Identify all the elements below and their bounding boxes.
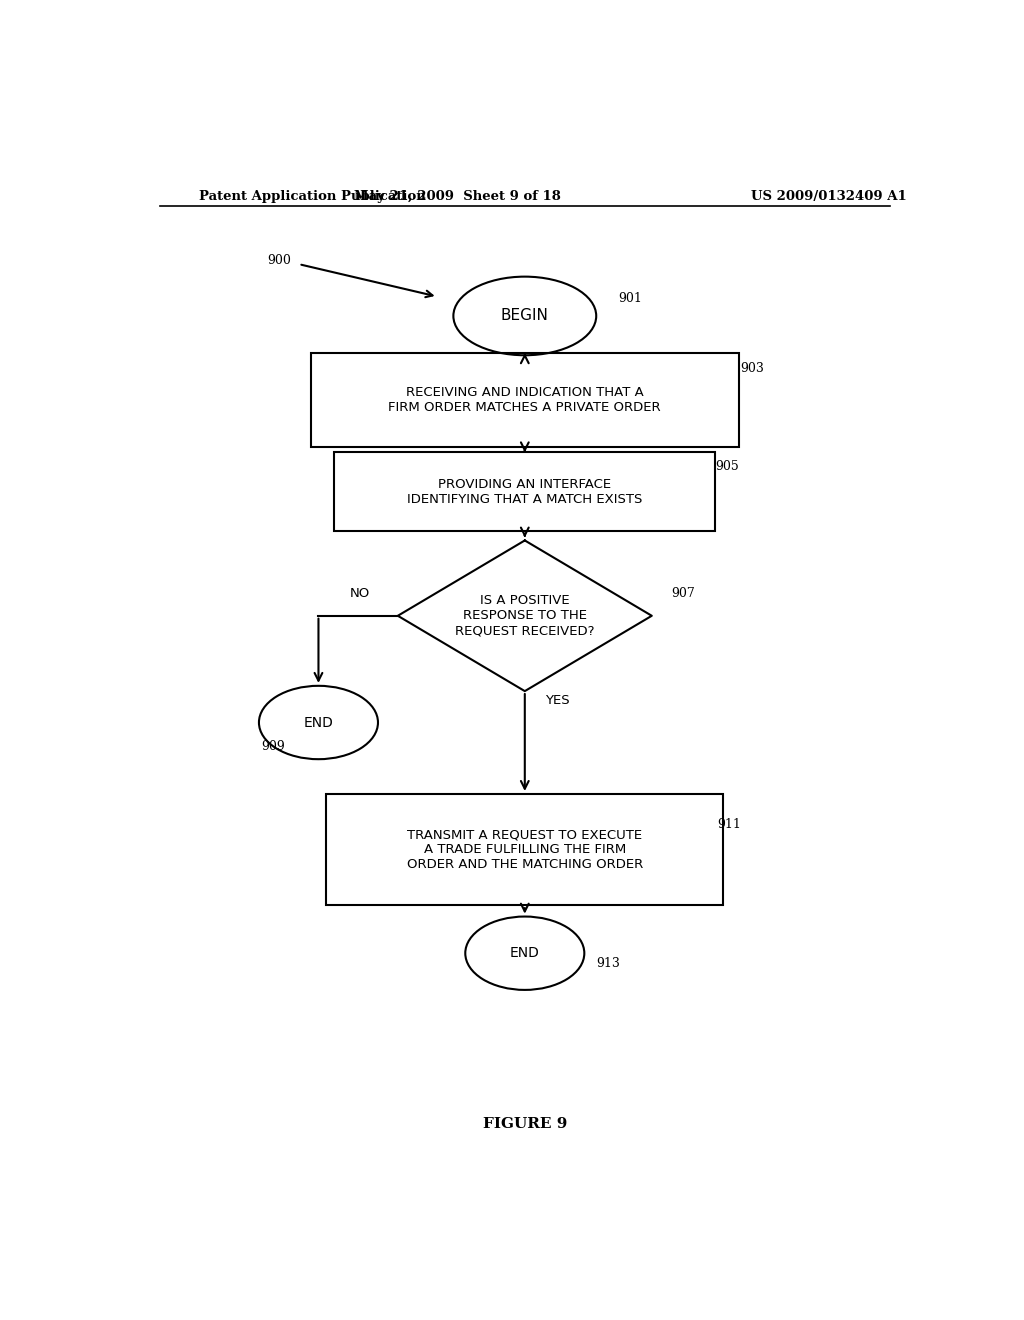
Text: BEGIN: BEGIN: [501, 309, 549, 323]
Text: YES: YES: [545, 694, 569, 708]
Text: 911: 911: [717, 817, 740, 830]
Text: 907: 907: [672, 587, 695, 599]
Text: FIGURE 9: FIGURE 9: [482, 1117, 567, 1131]
Text: 901: 901: [618, 292, 642, 305]
Text: 913: 913: [596, 957, 621, 970]
Text: Patent Application Publication: Patent Application Publication: [200, 190, 426, 202]
Text: 900: 900: [267, 253, 291, 267]
Text: RECEIVING AND INDICATION THAT A
FIRM ORDER MATCHES A PRIVATE ORDER: RECEIVING AND INDICATION THAT A FIRM ORD…: [388, 387, 662, 414]
Bar: [327, 793, 723, 906]
Text: END: END: [303, 715, 334, 730]
Text: END: END: [510, 946, 540, 960]
Bar: [310, 354, 739, 447]
Text: 903: 903: [740, 362, 765, 375]
Text: PROVIDING AN INTERFACE
IDENTIFYING THAT A MATCH EXISTS: PROVIDING AN INTERFACE IDENTIFYING THAT …: [408, 478, 642, 506]
Text: 909: 909: [261, 741, 285, 754]
Text: TRANSMIT A REQUEST TO EXECUTE
A TRADE FULFILLING THE FIRM
ORDER AND THE MATCHING: TRANSMIT A REQUEST TO EXECUTE A TRADE FU…: [407, 828, 643, 871]
Text: May 21, 2009  Sheet 9 of 18: May 21, 2009 Sheet 9 of 18: [354, 190, 561, 202]
Text: IS A POSITIVE
RESPONSE TO THE
REQUEST RECEIVED?: IS A POSITIVE RESPONSE TO THE REQUEST RE…: [455, 594, 595, 638]
Text: US 2009/0132409 A1: US 2009/0132409 A1: [751, 190, 906, 202]
Text: NO: NO: [350, 587, 370, 599]
Bar: [334, 453, 715, 531]
Text: 905: 905: [715, 459, 739, 473]
